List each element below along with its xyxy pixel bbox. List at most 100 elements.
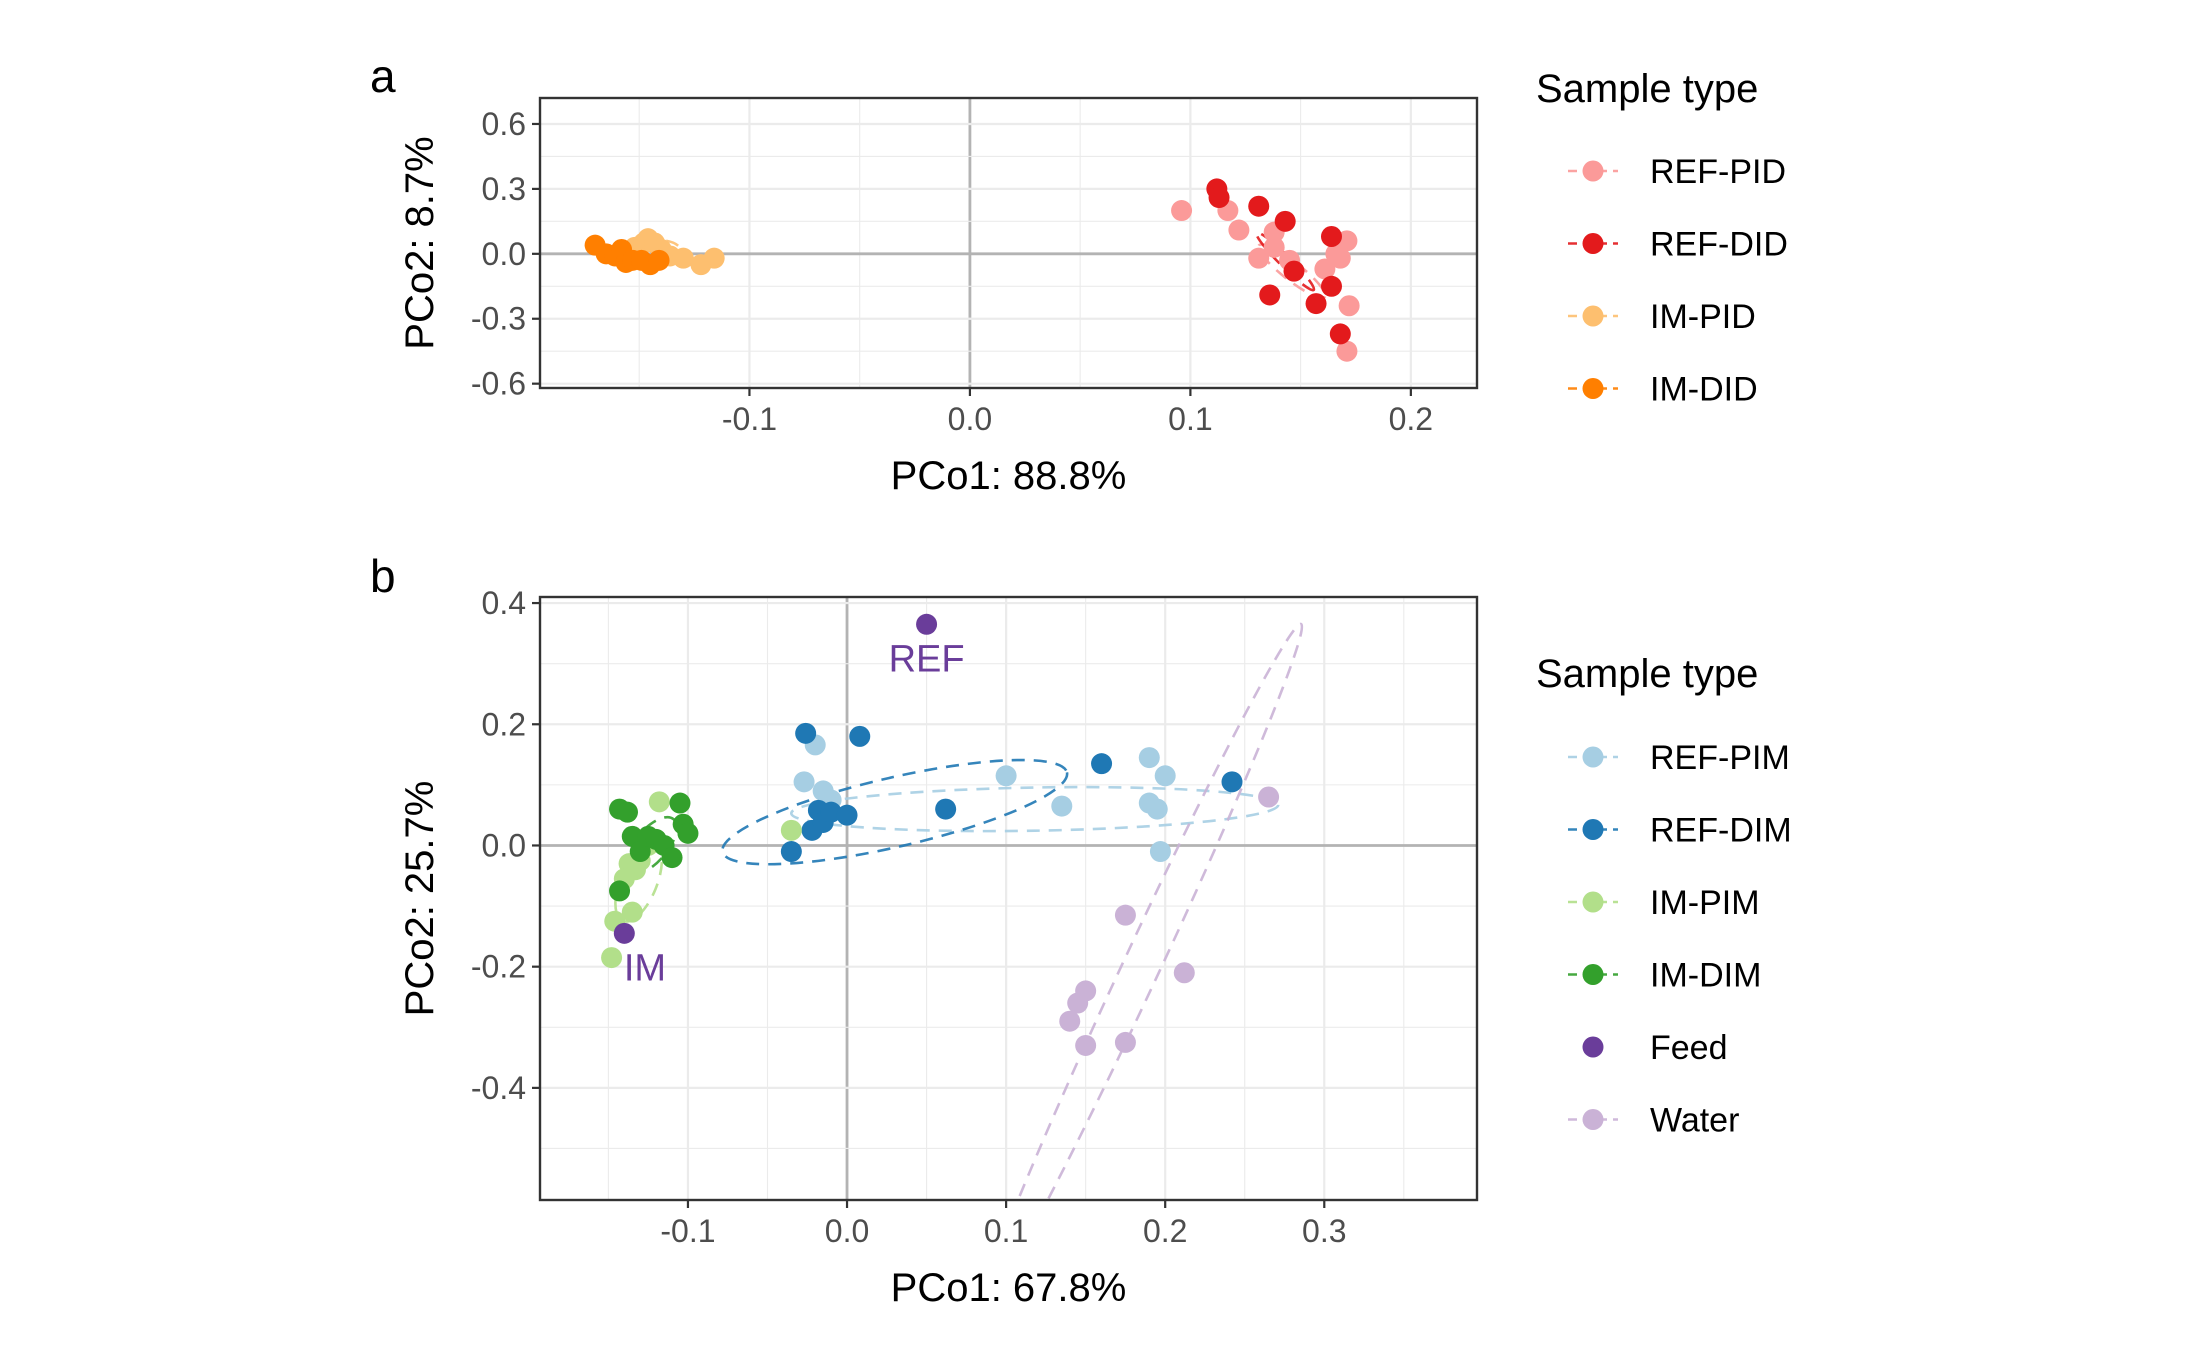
legend-key-point bbox=[1582, 1109, 1604, 1130]
point-im-dim bbox=[661, 847, 683, 869]
point-im-pim bbox=[621, 901, 643, 923]
point-ref-pim bbox=[1138, 747, 1160, 769]
point-water bbox=[1075, 1034, 1097, 1056]
data-points bbox=[584, 178, 1360, 362]
legend-label: Water bbox=[1650, 1102, 1739, 1140]
y-axis-title: PCo2: 25.7% bbox=[398, 781, 442, 1017]
legend-label: IM-PIM bbox=[1650, 884, 1760, 922]
point-ref-did bbox=[1283, 260, 1305, 282]
x-tick-label: 0.0 bbox=[825, 1213, 869, 1249]
legend-label: IM-DIM bbox=[1650, 957, 1761, 995]
point-im-pid bbox=[672, 247, 694, 269]
legend-label: REF-DIM bbox=[1650, 812, 1792, 850]
point-ref-did bbox=[1274, 210, 1296, 232]
panel-b: b REF IM -0.1 0.0 0.1 0.2 0.3 -0.4 -0.2 0.0 0.2 0.4 P… bbox=[370, 550, 1792, 1310]
point-ref-pid bbox=[1336, 340, 1358, 362]
legend-key-point bbox=[1582, 891, 1604, 913]
point-ref-pim bbox=[793, 771, 815, 793]
point-water bbox=[1114, 1031, 1136, 1053]
point-im-pim bbox=[648, 791, 670, 813]
panel-label: a bbox=[370, 50, 396, 102]
point-ref-pid bbox=[1338, 295, 1360, 317]
point-im-dim bbox=[616, 801, 638, 823]
y-axis-title: PCo2: 8.7% bbox=[398, 136, 442, 349]
ellipse-water bbox=[979, 622, 1304, 1200]
point-ref-dim bbox=[836, 804, 858, 826]
point-ref-did bbox=[1259, 284, 1281, 306]
y-tick-label: 0.6 bbox=[482, 106, 526, 142]
point-water bbox=[1067, 992, 1089, 1014]
point-im-did bbox=[648, 249, 670, 271]
legend-key-point bbox=[1582, 160, 1604, 182]
panel-label: b bbox=[370, 550, 396, 602]
plot-background bbox=[540, 98, 1477, 388]
point-ref-pid bbox=[1329, 247, 1351, 269]
y-tick-label: -0.2 bbox=[471, 949, 526, 985]
point-ref-pid bbox=[1171, 200, 1193, 222]
y-tick-label: -0.6 bbox=[471, 366, 526, 402]
legend-label: REF-DID bbox=[1650, 226, 1788, 264]
x-tick-label: 0.2 bbox=[1389, 401, 1433, 437]
point-ref-did bbox=[1305, 293, 1327, 315]
point-im-pim bbox=[780, 819, 802, 841]
point-ref-dim bbox=[1221, 771, 1243, 793]
x-tick-label: -0.1 bbox=[722, 401, 777, 437]
x-tick-label: -0.1 bbox=[660, 1213, 715, 1249]
point-ref-pid bbox=[1314, 258, 1336, 280]
data-points bbox=[601, 613, 1280, 1056]
point-ref-pid bbox=[1263, 236, 1285, 258]
panel-a: a -0.1 0.0 0.1 0.2 -0.6 -0.3 0.0 0.3 0.6 PCo1: 88.… bbox=[370, 50, 1788, 498]
plot-background bbox=[540, 597, 1477, 1200]
gridlines bbox=[540, 98, 1477, 388]
legend-title: Sample type bbox=[1536, 67, 1758, 111]
legend-key-point bbox=[1582, 1036, 1604, 1058]
legend-label: REF-PIM bbox=[1650, 739, 1790, 777]
point-water bbox=[1258, 786, 1280, 808]
legend-label: REF-PID bbox=[1650, 153, 1786, 191]
point-ref-dim bbox=[935, 798, 957, 820]
point-feed bbox=[916, 613, 938, 635]
point-feed bbox=[613, 922, 635, 944]
x-tick-label: 0.1 bbox=[984, 1213, 1028, 1249]
legend: Sample type REF-PID REF-DID IM-PID IM-DID bbox=[1536, 67, 1788, 409]
legend-key-point bbox=[1582, 233, 1604, 254]
point-water bbox=[1173, 962, 1195, 984]
point-im-pid bbox=[703, 247, 725, 269]
ellipse-ref-dim bbox=[721, 758, 1069, 866]
plot-border bbox=[538, 96, 1479, 390]
x-tick-label: 0.1 bbox=[1168, 401, 1212, 437]
plot-border bbox=[538, 595, 1479, 1202]
point-ref-dim bbox=[1091, 753, 1113, 775]
legend-key-point bbox=[1582, 746, 1604, 768]
point-ref-dim bbox=[780, 841, 802, 863]
point-ref-did bbox=[1320, 275, 1342, 297]
point-ref-pid bbox=[1228, 219, 1250, 241]
legend-label: IM-PID bbox=[1650, 298, 1756, 336]
point-ref-pim bbox=[1146, 798, 1168, 820]
point-ref-pim bbox=[995, 765, 1017, 787]
point-ref-did bbox=[1329, 323, 1351, 345]
point-ref-did bbox=[1248, 195, 1270, 217]
legend-key-point bbox=[1582, 964, 1604, 985]
ellipse-ref-did bbox=[1255, 231, 1316, 292]
point-ref-did bbox=[1320, 226, 1342, 248]
y-tick-label: 0.4 bbox=[482, 585, 526, 621]
y-tick-label: 0.0 bbox=[482, 827, 526, 863]
x-axis-title: PCo1: 88.8% bbox=[891, 454, 1127, 498]
legend: Sample type REF-PIM REF-DIM IM-PIM IM-DIM Fee… bbox=[1536, 652, 1792, 1140]
x-axis-title: PCo1: 67.8% bbox=[891, 1266, 1127, 1310]
point-im-dim bbox=[609, 880, 631, 902]
ellipse-ref-pim bbox=[789, 785, 1280, 833]
legend-title: Sample type bbox=[1536, 652, 1758, 696]
legend-key-point bbox=[1582, 305, 1604, 327]
point-ref-dim bbox=[795, 722, 817, 744]
point-ref-dim bbox=[820, 801, 842, 823]
legend-label: Feed bbox=[1650, 1029, 1728, 1067]
point-im-pim bbox=[601, 947, 623, 969]
point-water bbox=[1059, 1010, 1081, 1032]
y-tick-label: 0.0 bbox=[482, 236, 526, 272]
point-ref-did bbox=[1208, 187, 1230, 209]
y-tick-label: 0.3 bbox=[482, 171, 526, 207]
legend-key-point bbox=[1582, 819, 1604, 840]
